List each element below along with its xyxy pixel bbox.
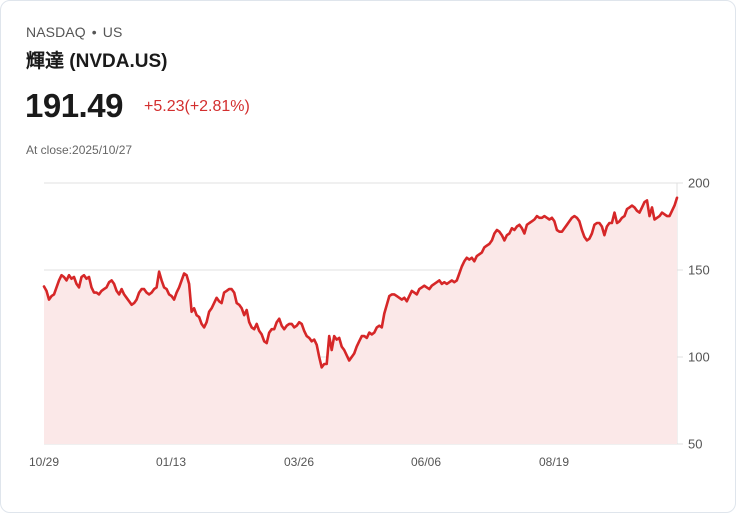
- y-axis: 200 150 100 50: [688, 176, 710, 452]
- x-axis: 10/29 01/13 03/26 06/06 08/19: [29, 455, 569, 469]
- x-tick-label: 03/26: [284, 455, 314, 469]
- stock-title: 輝達 (NVDA.US): [26, 51, 168, 72]
- y-tick-label: 100: [688, 350, 710, 365]
- price-line: [42, 196, 679, 369]
- x-tick-label: 08/19: [539, 455, 569, 469]
- price-chart[interactable]: 200 150 100 50 10/29 01/13 03/26 06/06 08/19: [1, 171, 736, 481]
- x-tick-label: 01/13: [156, 455, 186, 469]
- separator-dot: •: [91, 24, 97, 40]
- y-tick-label: 200: [688, 176, 710, 191]
- exchange-line: NASDAQ • US: [26, 24, 122, 40]
- close-date: At close:2025/10/27: [26, 143, 133, 157]
- x-tick-label: 06/06: [411, 455, 441, 469]
- y-tick-label: 150: [688, 263, 710, 278]
- price-change: +5.23(+2.81%): [144, 98, 250, 115]
- price-area-fill: [44, 197, 677, 444]
- exchange-name: NASDAQ: [26, 24, 86, 40]
- y-tick-label: 50: [688, 437, 702, 452]
- current-price: 191.49: [25, 87, 123, 124]
- region: US: [102, 24, 123, 40]
- x-tick-label: 10/29: [29, 455, 59, 469]
